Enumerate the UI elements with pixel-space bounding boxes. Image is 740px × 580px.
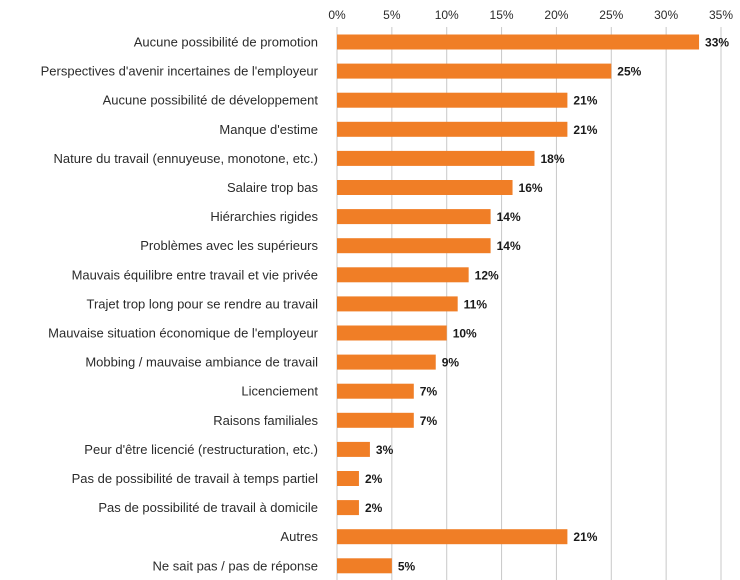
category-label: Manque d'estime [219,122,318,137]
data-label: 12% [475,268,499,282]
category-label: Aucune possibilité de promotion [134,35,318,50]
bar [337,121,568,137]
data-label: 16% [519,181,543,195]
bar [337,383,414,399]
bar [337,558,392,574]
category-label: Peur d'être licencié (restructuration, e… [84,442,318,457]
category-labels: Aucune possibilité de promotion Perspecti… [41,35,319,574]
bar [337,92,568,108]
data-label: 11% [464,297,488,311]
data-label: 7% [420,385,438,399]
data-label: 10% [453,327,477,341]
bar [337,150,535,166]
bar [337,441,370,457]
x-tick-label: 5% [383,8,401,22]
x-tick-label: 20% [544,8,568,22]
category-label: Raisons familiales [213,413,318,428]
value-labels: 33% 25% 21% 21% 18% 16% 14% 14% 12% 11% 10% 9% 7% 7% 3… [365,36,729,574]
category-label: Pas de possibilité de travail à domicile [98,500,318,515]
category-label: Hiérarchies rigides [210,209,318,224]
category-label: Problèmes avec les supérieurs [140,238,318,253]
bar [337,296,458,312]
category-label: Nature du travail (ennuyeuse, monotone, … [54,151,318,166]
x-tick-label: 15% [490,8,514,22]
bar [337,412,414,428]
category-label: Mobbing / mauvaise ambiance de travail [85,355,318,370]
data-label: 14% [497,210,521,224]
x-tick-label: 35% [709,8,733,22]
category-label: Pas de possibilité de travail à temps pa… [72,471,319,486]
data-label: 21% [573,530,597,544]
category-label: Perspectives d'avenir incertaines de l'e… [41,64,319,79]
data-label: 2% [365,472,383,486]
data-label: 9% [442,356,460,370]
category-label: Mauvaise situation économique de l'emplo… [48,326,319,341]
x-axis-ticks: 0% 5% 10% 15% 20% 25% 30% 35% [328,8,733,22]
bar [337,325,447,341]
bar [337,209,491,225]
bar [337,34,700,50]
data-label: 3% [376,443,394,457]
category-label: Salaire trop bas [227,180,319,195]
category-label: Licenciement [241,384,318,399]
category-label: Autres [280,529,318,544]
category-label: Aucune possibilité de développement [103,93,319,108]
bar [337,529,568,545]
bar [337,267,469,283]
bar [337,471,359,486]
category-label: Mauvais équilibre entre travail et vie p… [72,267,318,282]
category-label: Trajet trop long pour se rendre au trava… [87,296,319,311]
bar [337,63,612,79]
bars [337,34,700,574]
data-label: 2% [365,501,383,515]
data-label: 21% [573,94,597,108]
data-label: 7% [420,414,438,428]
x-tick-label: 10% [435,8,459,22]
data-label: 21% [573,123,597,137]
bar [337,238,491,254]
bar [337,354,436,370]
data-label: 33% [705,36,729,50]
data-label: 25% [617,65,641,79]
data-label: 5% [398,559,416,573]
category-label: Ne sait pas / pas de réponse [153,558,319,573]
bar [337,180,513,195]
x-tick-label: 0% [328,8,346,22]
x-tick-label: 30% [654,8,678,22]
data-label: 18% [540,152,564,166]
data-label: 14% [497,239,521,253]
x-tick-label: 25% [599,8,623,22]
bar [337,500,359,516]
